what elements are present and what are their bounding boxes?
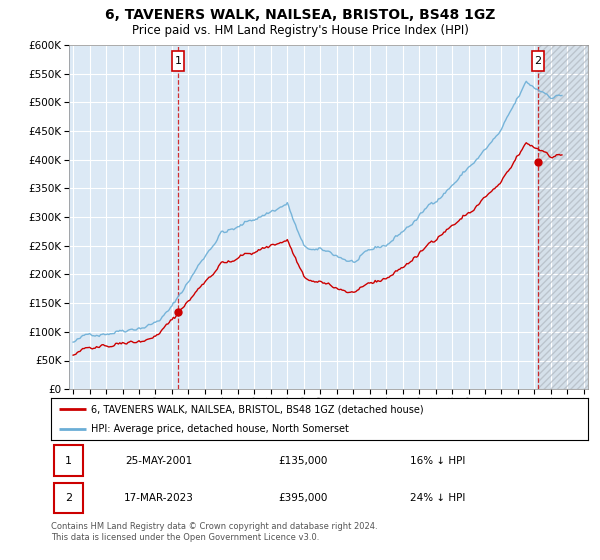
Text: 25-MAY-2001: 25-MAY-2001 — [125, 456, 192, 465]
Text: 2: 2 — [65, 493, 72, 503]
Text: 6, TAVENERS WALK, NAILSEA, BRISTOL, BS48 1GZ (detached house): 6, TAVENERS WALK, NAILSEA, BRISTOL, BS48… — [91, 404, 424, 414]
Bar — [538, 45, 588, 389]
Text: 16% ↓ HPI: 16% ↓ HPI — [410, 456, 466, 465]
Text: £395,000: £395,000 — [279, 493, 328, 503]
Text: 24% ↓ HPI: 24% ↓ HPI — [410, 493, 466, 503]
Bar — [172, 50, 184, 71]
Text: £135,000: £135,000 — [279, 456, 328, 465]
Bar — [532, 50, 544, 71]
Text: Contains HM Land Registry data © Crown copyright and database right 2024.: Contains HM Land Registry data © Crown c… — [51, 522, 377, 531]
Text: HPI: Average price, detached house, North Somerset: HPI: Average price, detached house, Nort… — [91, 424, 349, 434]
Bar — [53, 445, 83, 476]
Text: 6, TAVENERS WALK, NAILSEA, BRISTOL, BS48 1GZ: 6, TAVENERS WALK, NAILSEA, BRISTOL, BS48… — [105, 8, 495, 22]
Bar — [53, 483, 83, 514]
Text: 17-MAR-2023: 17-MAR-2023 — [124, 493, 193, 503]
Text: 1: 1 — [175, 55, 182, 66]
Text: 1: 1 — [65, 456, 72, 465]
Bar — [538, 45, 588, 389]
Text: 2: 2 — [535, 55, 541, 66]
Text: Price paid vs. HM Land Registry's House Price Index (HPI): Price paid vs. HM Land Registry's House … — [131, 24, 469, 36]
Text: This data is licensed under the Open Government Licence v3.0.: This data is licensed under the Open Gov… — [51, 533, 319, 542]
